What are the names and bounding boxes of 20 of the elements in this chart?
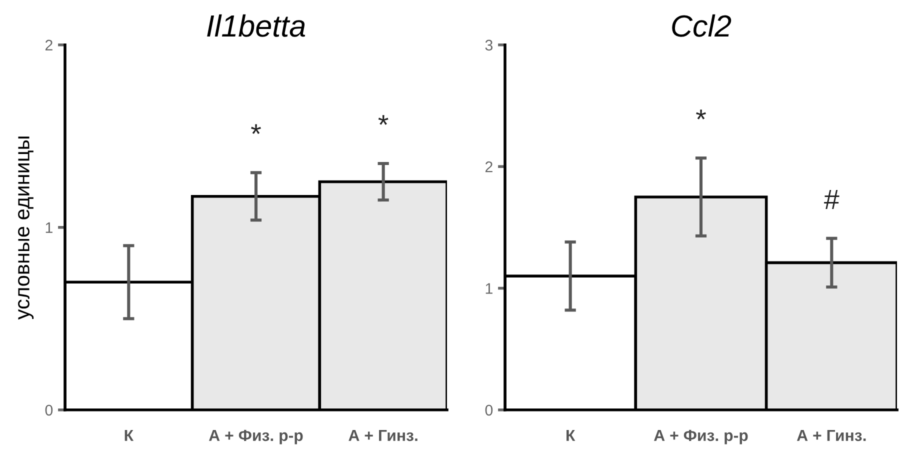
y-axis-title: условные единицы [18, 136, 34, 320]
x-tick-label: А + Гинз. [796, 430, 866, 442]
annotation: * [696, 110, 706, 120]
chart-title: Il1betta [207, 14, 306, 37]
y-tick-label: 0 [485, 404, 493, 416]
x-tick-label: А + Гинз. [348, 430, 418, 442]
x-tick-label: К [566, 430, 576, 441]
annotation: # [824, 190, 840, 210]
y-tick-label: 0 [45, 404, 53, 416]
y-tick-label: 1 [46, 222, 52, 233]
y-tick-label: 2 [45, 40, 52, 50]
y-tick-label: 1 [486, 283, 492, 294]
y-tick-label: 3 [485, 40, 493, 51]
x-tick-label: А + Физ. р-р [208, 430, 303, 444]
x-tick-label: К [124, 430, 134, 441]
annotation: * [378, 115, 388, 125]
y-tick-label: 2 [485, 161, 492, 172]
chart-title: Ccl2 [672, 14, 732, 37]
annotation: * [251, 124, 261, 134]
x-tick-label: А + Физ. р-р [654, 430, 748, 444]
